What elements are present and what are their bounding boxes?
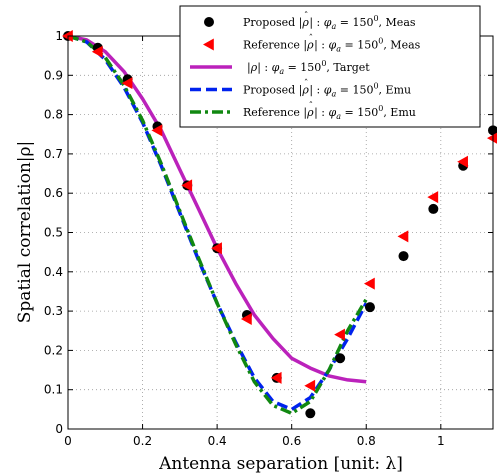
- series-0-point: [305, 408, 316, 419]
- legend-label-0: Proposed |ρˆ| : φa = 1500, Meas: [243, 11, 416, 31]
- series-layer: [62, 30, 497, 419]
- series-1-point: [62, 30, 73, 42]
- series-line-4: [68, 36, 368, 416]
- y-tick-label: 0.2: [44, 343, 63, 357]
- series-1-point: [363, 277, 375, 290]
- x-tick-label: 0.8: [357, 434, 376, 448]
- series-0-point: [398, 251, 409, 262]
- y-tick-label: 0.4: [44, 265, 63, 279]
- legend-label-3: Proposed |ρˆ| : φa = 1500, Emu: [243, 79, 411, 99]
- series-0-point: [364, 302, 375, 313]
- axis-ticks: 0 0.2 0.4 0.6 0.8 1 0 0.1 0.2 0.3 0.4 0.5 0.6 0.7 0.8 0…: [44, 29, 493, 448]
- x-tick-label: 0.6: [282, 434, 301, 448]
- series-1-point: [121, 77, 133, 90]
- y-tick-label: 0.5: [44, 226, 63, 240]
- legend: Proposed |ρˆ| : φa = 1500, Meas Reference…: [179, 5, 481, 128]
- legend-label-1: Reference |ρˆ| : φa = 1500, Meas: [243, 34, 421, 54]
- y-tick-label: 0: [55, 422, 63, 436]
- series-0-point: [335, 353, 346, 364]
- y-tick-label: 0.3: [44, 304, 63, 318]
- y-tick-label: 0.7: [44, 147, 63, 161]
- legend-label-2: |ρ| : φa = 1500, Target: [247, 59, 370, 76]
- y-tick-label: 0.8: [44, 108, 63, 122]
- series-1-point: [240, 312, 252, 325]
- legend-marker-1: [203, 38, 214, 51]
- series-1-point: [334, 328, 345, 341]
- series-1-point: [181, 179, 193, 192]
- series-1-point: [270, 371, 282, 384]
- legend-label-4: Reference |ρˆ| : φa = 1500, Emu: [243, 101, 416, 121]
- series-1-point: [151, 124, 163, 137]
- series-1-point: [211, 242, 222, 255]
- y-axis-label: Spatial correlation|ρ|: [15, 141, 35, 323]
- x-tick-label: 0: [64, 434, 72, 448]
- y-tick-label: 0.1: [44, 383, 63, 397]
- series-1-point: [427, 191, 439, 204]
- y-tick-label: 0.9: [44, 68, 63, 82]
- series-1-point: [397, 230, 409, 243]
- legend-marker-0: [204, 17, 214, 27]
- series-1-point: [91, 45, 103, 58]
- x-tick-label: 0.4: [208, 434, 227, 448]
- y-tick-label: 1: [55, 29, 63, 43]
- series-1-point: [304, 379, 316, 392]
- series-1-point: [457, 155, 468, 168]
- series-1-point: [487, 132, 497, 144]
- y-tick-label: 0.6: [44, 186, 63, 200]
- grid-lines: [68, 36, 493, 429]
- x-axis-label: Antenna separation [unit: λ]: [158, 454, 403, 474]
- series-0-point: [428, 203, 439, 214]
- x-tick-label: 1: [437, 434, 445, 448]
- x-tick-label: 0.2: [133, 434, 152, 448]
